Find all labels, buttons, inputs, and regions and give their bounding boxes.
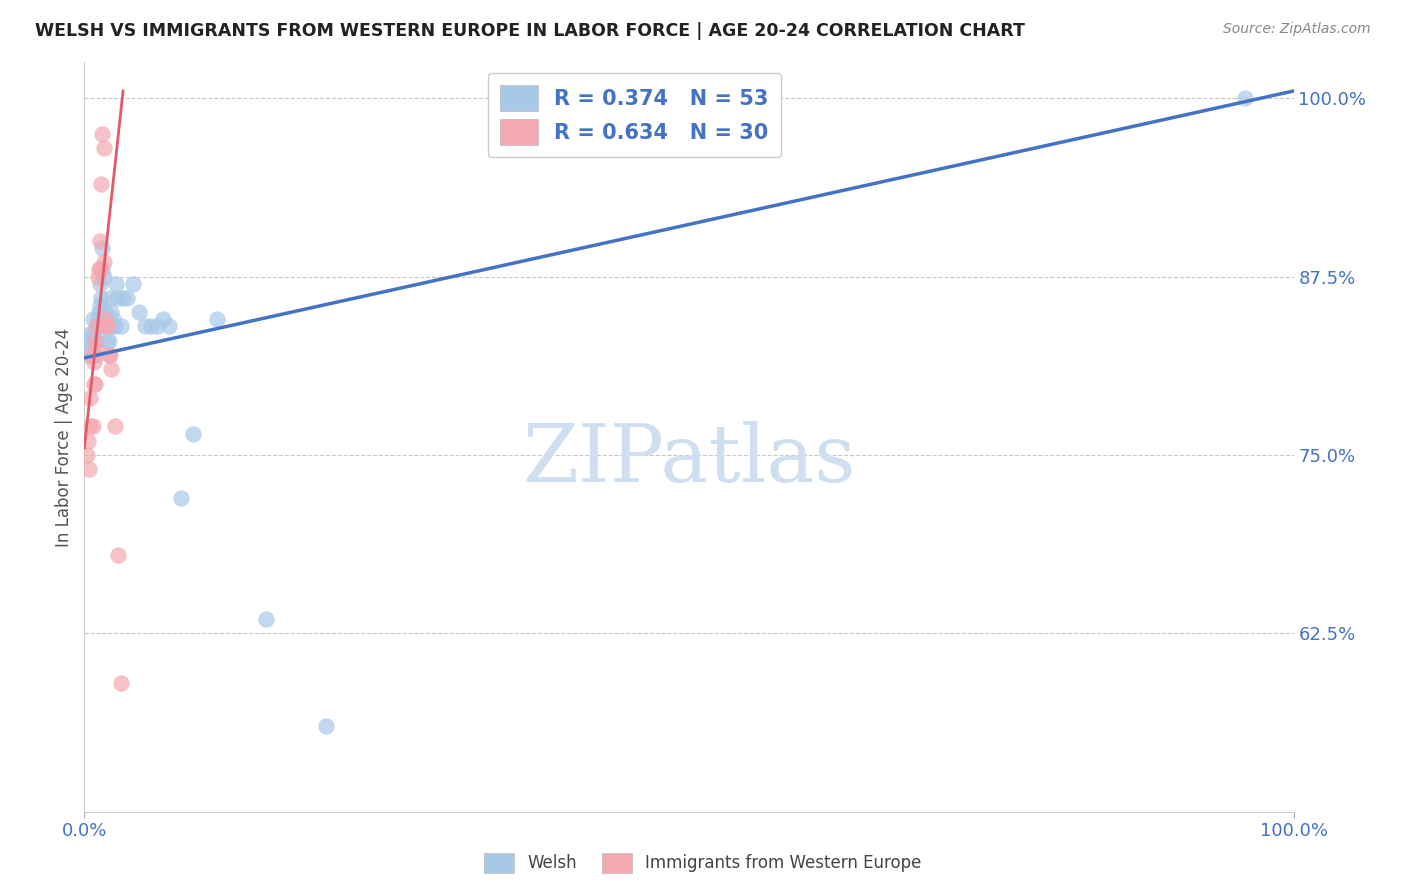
Point bbox=[80, 348, 103, 362]
Point bbox=[86, 319, 108, 334]
Point bbox=[115, 291, 138, 305]
Point bbox=[86, 334, 108, 348]
Point bbox=[86, 341, 108, 355]
Point bbox=[103, 312, 125, 326]
Point bbox=[100, 305, 122, 319]
Point bbox=[101, 319, 124, 334]
Point bbox=[83, 334, 105, 348]
Point bbox=[94, 319, 117, 334]
Point bbox=[84, 334, 107, 348]
Point bbox=[98, 348, 121, 362]
Point bbox=[82, 419, 104, 434]
Point bbox=[86, 312, 108, 326]
Point bbox=[93, 269, 115, 284]
Point bbox=[82, 326, 104, 341]
Point bbox=[207, 312, 229, 326]
Text: WELSH VS IMMIGRANTS FROM WESTERN EUROPE IN LABOR FORCE | AGE 20-24 CORRELATION C: WELSH VS IMMIGRANTS FROM WESTERN EUROPE … bbox=[35, 22, 1025, 40]
Point bbox=[121, 277, 143, 291]
Point bbox=[97, 334, 120, 348]
Point bbox=[77, 341, 100, 355]
Point bbox=[76, 348, 98, 362]
Point bbox=[315, 719, 337, 733]
Point bbox=[82, 312, 104, 326]
Point bbox=[87, 319, 110, 334]
Point bbox=[107, 548, 129, 562]
Point bbox=[83, 355, 105, 369]
Legend: Welsh, Immigrants from Western Europe: Welsh, Immigrants from Western Europe bbox=[478, 847, 928, 880]
Point bbox=[87, 262, 110, 277]
Point bbox=[93, 255, 115, 269]
Point bbox=[86, 319, 108, 334]
Point bbox=[96, 319, 118, 334]
Point bbox=[170, 491, 193, 505]
Point bbox=[83, 348, 105, 362]
Point bbox=[89, 262, 111, 277]
Point bbox=[94, 305, 117, 319]
Point bbox=[90, 177, 112, 191]
Legend: R = 0.374   N = 53, R = 0.634   N = 30: R = 0.374 N = 53, R = 0.634 N = 30 bbox=[488, 73, 782, 157]
Point bbox=[105, 291, 128, 305]
Point bbox=[254, 612, 277, 626]
Point bbox=[146, 319, 169, 334]
Point bbox=[128, 305, 150, 319]
Point bbox=[93, 319, 115, 334]
Point bbox=[96, 319, 118, 334]
Point bbox=[96, 334, 118, 348]
Point bbox=[79, 391, 101, 405]
Point bbox=[139, 319, 162, 334]
Point bbox=[77, 462, 100, 476]
Point bbox=[110, 676, 132, 690]
Point bbox=[152, 312, 174, 326]
Point bbox=[157, 319, 180, 334]
Point bbox=[97, 348, 120, 362]
Point bbox=[112, 291, 135, 305]
Point bbox=[93, 141, 115, 155]
Point bbox=[104, 319, 127, 334]
Point bbox=[77, 434, 100, 448]
Point bbox=[97, 319, 120, 334]
Point bbox=[89, 277, 111, 291]
Point bbox=[84, 334, 107, 348]
Point bbox=[86, 348, 108, 362]
Point bbox=[77, 334, 100, 348]
Point bbox=[86, 269, 108, 284]
Point bbox=[100, 362, 122, 376]
Point bbox=[104, 419, 127, 434]
Point bbox=[90, 291, 112, 305]
Y-axis label: In Labor Force | Age 20-24: In Labor Force | Age 20-24 bbox=[55, 327, 73, 547]
Point bbox=[1234, 91, 1257, 105]
Point bbox=[91, 262, 114, 277]
Point bbox=[91, 127, 114, 141]
Point bbox=[181, 426, 204, 441]
Point bbox=[94, 319, 117, 334]
Text: Source: ZipAtlas.com: Source: ZipAtlas.com bbox=[1223, 22, 1371, 37]
Point bbox=[83, 376, 105, 391]
Point bbox=[87, 305, 110, 319]
Point bbox=[94, 312, 117, 326]
Point bbox=[80, 348, 103, 362]
Point bbox=[98, 291, 121, 305]
Point bbox=[89, 298, 111, 312]
Point bbox=[110, 319, 132, 334]
Point bbox=[134, 319, 156, 334]
Text: ZIPatlas: ZIPatlas bbox=[522, 420, 856, 499]
Point bbox=[84, 376, 107, 391]
Point bbox=[79, 419, 101, 434]
Point bbox=[91, 241, 114, 255]
Point bbox=[104, 277, 127, 291]
Point bbox=[94, 319, 117, 334]
Point bbox=[89, 234, 111, 248]
Point bbox=[76, 448, 98, 462]
Point bbox=[79, 326, 101, 341]
